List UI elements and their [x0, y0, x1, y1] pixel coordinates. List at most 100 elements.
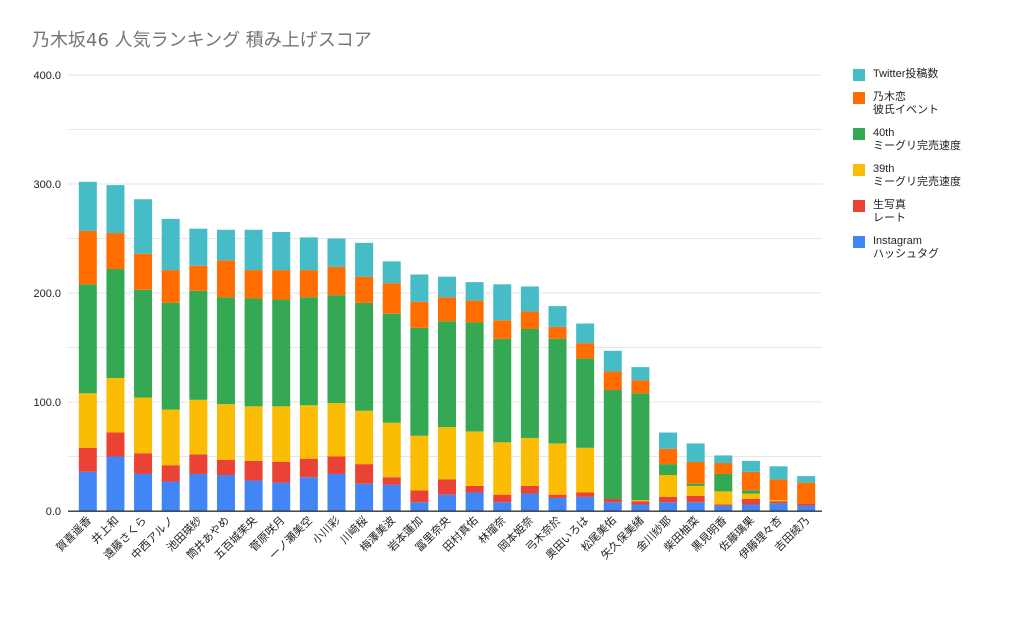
bar-segment — [438, 297, 456, 322]
bar-stack — [327, 238, 346, 511]
bar-segment — [576, 492, 595, 497]
bar-segment — [659, 464, 678, 476]
bar-stack — [603, 350, 622, 511]
bar-segment — [686, 461, 705, 484]
bar-segment — [438, 479, 456, 495]
bar-segment — [161, 481, 180, 511]
bar-segment — [410, 435, 429, 491]
bar-segment — [355, 302, 374, 411]
bar-segment — [438, 427, 456, 480]
legend-swatch — [853, 164, 865, 176]
bar-segment — [520, 485, 539, 494]
bar-segment — [548, 338, 567, 444]
bar-segment — [189, 454, 208, 474]
bar-segment — [438, 276, 456, 298]
bar-segment — [520, 328, 539, 438]
bar-stack — [493, 284, 512, 511]
bar-segment — [189, 290, 208, 400]
y-tick-label: 0.0 — [46, 506, 61, 518]
bar-segment — [797, 476, 816, 483]
bar-segment — [659, 448, 678, 465]
bar-segment — [576, 496, 595, 511]
bar-segment — [686, 495, 705, 503]
bar-segment — [244, 480, 263, 511]
bar-segment — [741, 471, 760, 491]
bar-segment — [769, 501, 788, 504]
bar-segment — [216, 260, 235, 298]
bar-segment — [741, 493, 760, 500]
bar-segment — [603, 390, 622, 500]
bar-stack — [106, 185, 125, 511]
bar-segment — [161, 409, 180, 466]
bar-segment — [465, 492, 484, 511]
bar-segment — [631, 380, 650, 394]
bar-segment — [272, 231, 291, 271]
bar-segment — [631, 393, 650, 501]
bar-segment — [797, 505, 816, 511]
legend-item: 40th ミーグリ完売速度 — [853, 127, 961, 153]
bar-segment — [106, 378, 125, 433]
y-tick-label: 100.0 — [33, 397, 61, 409]
bar-stack — [631, 367, 650, 511]
bar-segment — [465, 431, 484, 486]
legend-item: 乃木恋 彼氏イベント — [853, 91, 961, 117]
bar-segment — [769, 479, 788, 501]
bar-segment — [576, 358, 595, 448]
bar-segment — [134, 397, 153, 454]
bar-segment — [161, 302, 180, 410]
bar-segment — [272, 299, 291, 407]
bar-segment — [161, 270, 180, 303]
bar-segment — [216, 297, 235, 405]
bar-stack — [410, 274, 429, 511]
legend-label: 生写真 レート — [873, 199, 906, 224]
bar-segment — [134, 253, 153, 290]
bar-segment — [686, 502, 705, 511]
bar-stack — [769, 466, 788, 511]
legend-item: 生写真 レート — [853, 199, 961, 225]
x-axis-labels: 賀喜遥香井上和遠藤さくら中西アルノ池田瑛紗筒井あやめ五百城茉央菅原咲月一ノ瀬美空… — [54, 513, 813, 562]
legend-label: 39th ミーグリ完売速度 — [873, 163, 961, 188]
bar-segment — [769, 503, 788, 511]
bar-segment — [216, 404, 235, 460]
bar-segment — [410, 327, 429, 436]
bar-segment — [355, 410, 374, 465]
bar-segment — [493, 320, 512, 339]
bar-segment — [714, 504, 733, 506]
bar-segment — [493, 338, 512, 443]
bar-segment — [659, 502, 678, 511]
x-tick-label: 賀喜遥香 — [54, 514, 94, 554]
bar-stack — [659, 432, 678, 511]
bar-stack — [576, 323, 595, 511]
legend-swatch — [853, 92, 865, 104]
bar-segment — [78, 447, 97, 472]
bar-segment — [216, 475, 235, 511]
bar-segment — [410, 301, 429, 328]
legend-swatch — [853, 236, 865, 248]
bar-segment — [355, 483, 374, 511]
legend-swatch — [853, 200, 865, 212]
bar-segment — [548, 326, 567, 339]
bar-segment — [78, 393, 97, 448]
bar-segment — [410, 502, 429, 511]
bar-segment — [299, 237, 318, 271]
bar-segment — [106, 269, 125, 379]
bar-segment — [244, 298, 263, 407]
bar-segment — [272, 482, 291, 511]
bar-segment — [272, 406, 291, 462]
bar-stack — [216, 229, 235, 511]
bar-segment — [465, 300, 484, 323]
bar-stack — [272, 231, 291, 511]
bar-segment — [410, 490, 429, 503]
bar-segment — [797, 503, 816, 506]
bar-segment — [161, 465, 180, 482]
bar-segment — [216, 459, 235, 476]
bar-segment — [631, 367, 650, 381]
legend: Twitter投稿数 乃木恋 彼氏イベント 40th ミーグリ完売速度 39th ミー… — [853, 68, 961, 271]
bar-stack — [465, 282, 484, 511]
bar-segment — [714, 473, 733, 492]
legend-item: Instagram ハッシュタグ — [853, 235, 961, 261]
bar-stack — [134, 199, 153, 511]
bar-segment — [78, 284, 97, 394]
bar-segment — [548, 497, 567, 511]
